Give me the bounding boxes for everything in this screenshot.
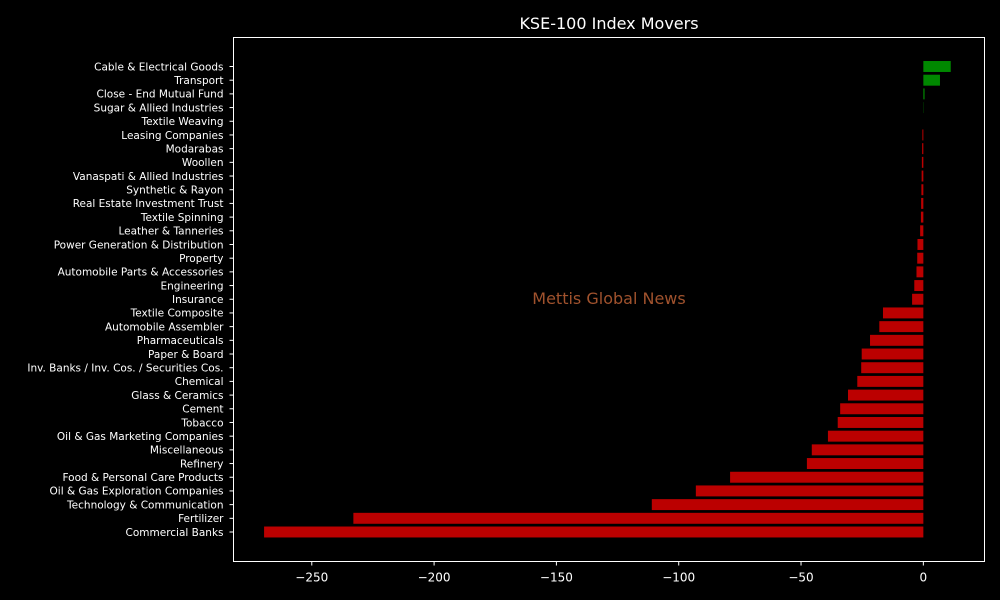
category-label: Vanaspati & Allied Industries <box>73 171 224 183</box>
chart-title: KSE-100 Index Movers <box>519 14 698 33</box>
bar-25 <box>840 403 924 415</box>
bar-31 <box>695 485 924 497</box>
category-label: Transport <box>173 75 223 87</box>
bar-32 <box>651 499 924 511</box>
category-label: Close - End Mutual Fund <box>97 89 224 101</box>
category-labels: Cable & Electrical Goods Transport Close -… <box>27 61 234 539</box>
bar-2 <box>923 88 925 100</box>
x-tick-label: −150 <box>540 571 573 585</box>
category-label: Woollen <box>182 157 224 169</box>
x-tick-label: −100 <box>662 571 695 585</box>
bar-9 <box>921 184 924 196</box>
category-label: Tobacco <box>180 417 223 429</box>
category-label: Leasing Companies <box>121 130 223 142</box>
category-label: Miscellaneous <box>150 445 224 457</box>
bar-19 <box>879 321 924 333</box>
category-label: Food & Personal Care Products <box>62 472 223 484</box>
x-tick-label: −250 <box>295 571 328 585</box>
category-label: Automobile Assembler <box>105 321 224 333</box>
bar-34 <box>264 526 924 538</box>
category-label: Oil & Gas Marketing Companies <box>57 431 224 443</box>
category-label: Real Estate Investment Trust <box>73 198 224 210</box>
category-label: Synthetic & Rayon <box>126 185 223 197</box>
category-label: Textile Weaving <box>141 116 224 128</box>
bar-15 <box>916 266 924 278</box>
bars-group <box>264 61 951 538</box>
category-label: Property <box>179 253 223 265</box>
bar-13 <box>917 239 924 250</box>
bar-8 <box>921 170 924 182</box>
bar-18 <box>882 307 924 319</box>
category-label: Fertilizer <box>178 513 224 525</box>
category-label: Inv. Banks / Inv. Cos. / Securities Cos. <box>27 363 223 375</box>
bar-30 <box>730 471 924 483</box>
bar-29 <box>806 458 924 470</box>
x-tick-label: 0 <box>920 571 928 585</box>
category-label: Cable & Electrical Goods <box>94 61 223 73</box>
bar-21 <box>861 348 924 360</box>
bar-28 <box>811 444 924 456</box>
category-label: Oil & Gas Exploration Companies <box>50 486 224 498</box>
plot-area-frame <box>233 37 985 562</box>
category-label: Technology & Communication <box>66 499 223 511</box>
bar-26 <box>837 416 924 428</box>
bar-0 <box>923 61 951 72</box>
category-label: Refinery <box>180 458 224 470</box>
category-label: Modarabas <box>166 143 224 155</box>
category-label: Chemical <box>175 376 224 388</box>
watermark-text: Mettis Global News <box>532 289 685 308</box>
bar-1 <box>923 74 940 86</box>
bar-16 <box>914 280 924 292</box>
bar-14 <box>917 252 924 264</box>
bar-17 <box>912 293 924 305</box>
bar-12 <box>920 225 924 237</box>
category-label: Leather & Tanneries <box>118 226 223 238</box>
bar-22 <box>861 362 924 374</box>
x-tick-label: −50 <box>788 571 813 585</box>
bar-33 <box>353 512 924 524</box>
category-label: Textile Composite <box>130 308 224 320</box>
bar-20 <box>870 334 924 346</box>
category-label: Sugar & Allied Industries <box>94 102 224 114</box>
category-label: Insurance <box>172 294 224 306</box>
bar-23 <box>857 375 924 387</box>
bar-10 <box>921 197 924 209</box>
bar-6 <box>922 143 924 155</box>
category-label: Engineering <box>161 280 224 292</box>
bar-24 <box>848 389 924 401</box>
category-label: Automobile Parts & Accessories <box>58 267 224 279</box>
bar-7 <box>921 156 924 168</box>
category-label: Paper & Board <box>148 349 223 361</box>
bar-11 <box>920 211 924 223</box>
category-label: Pharmaceuticals <box>137 335 224 347</box>
x-axis-ticks: −250 −200 −150 −100 −50 0 <box>295 561 928 585</box>
bar-5 <box>922 129 924 141</box>
category-label: Textile Spinning <box>140 212 224 224</box>
bar-27 <box>827 430 924 442</box>
category-label: Commercial Banks <box>126 527 224 539</box>
category-label: Power Generation & Distribution <box>54 239 224 251</box>
x-tick-label: −200 <box>418 571 451 585</box>
category-label: Cement <box>182 404 223 416</box>
category-label: Glass & Ceramics <box>131 390 223 402</box>
